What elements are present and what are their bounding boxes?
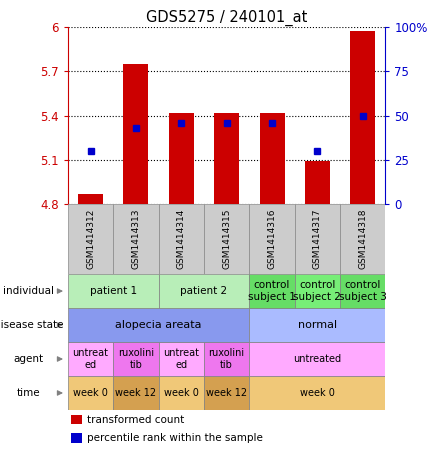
Text: week 0: week 0 [73,388,108,398]
Bar [350,31,375,204]
Bar [305,161,330,204]
Bar [204,376,249,410]
Bar [68,376,113,410]
Text: GSM1414314: GSM1414314 [177,209,186,269]
Bar [113,376,159,410]
Text: GSM1414313: GSM1414313 [131,209,141,269]
Bar [204,204,249,274]
Bar [159,342,204,376]
Bar [71,415,82,424]
Text: control
subject 2: control subject 2 [293,280,341,302]
Bar [68,342,113,376]
Text: week 12: week 12 [206,388,247,398]
Title: GDS5275 / 240101_at: GDS5275 / 240101_at [146,10,307,26]
Text: week 0: week 0 [300,388,335,398]
Text: transformed count: transformed count [87,414,184,424]
Bar [249,376,385,410]
Bar [169,113,194,204]
Bar [68,204,113,274]
Bar [71,434,82,443]
Bar [78,193,103,204]
Bar [295,204,340,274]
Text: agent: agent [14,354,43,364]
Bar [124,64,148,204]
Text: untreat
ed: untreat ed [163,348,199,370]
Bar [159,274,249,308]
Bar [340,274,385,308]
Text: disease state: disease state [0,320,63,330]
Bar [113,204,159,274]
Bar [249,274,295,308]
Text: untreat
ed: untreat ed [73,348,109,370]
Text: patient 1: patient 1 [90,286,137,296]
Text: time: time [17,388,40,398]
Bar [260,112,285,204]
Text: week 0: week 0 [164,388,199,398]
Bar [295,274,340,308]
Text: ruxolini
tib: ruxolini tib [208,348,245,370]
Bar [204,342,249,376]
Bar [159,204,204,274]
Text: percentile rank within the sample: percentile rank within the sample [87,433,263,443]
Text: patient 2: patient 2 [180,286,228,296]
Text: GSM1414312: GSM1414312 [86,209,95,269]
Text: control
subject 1: control subject 1 [248,280,296,302]
Text: untreated: untreated [293,354,342,364]
Text: ruxolini
tib: ruxolini tib [118,348,154,370]
Bar [214,113,239,204]
Text: GSM1414318: GSM1414318 [358,209,367,269]
Bar [340,204,385,274]
Text: GSM1414316: GSM1414316 [268,209,276,269]
Bar [249,342,385,376]
Bar [249,204,295,274]
Bar [113,342,159,376]
Text: GSM1414315: GSM1414315 [222,209,231,269]
Text: normal: normal [298,320,337,330]
Text: GSM1414317: GSM1414317 [313,209,322,269]
Text: week 12: week 12 [115,388,156,398]
Text: alopecia areata: alopecia areata [115,320,202,330]
Bar [68,308,249,342]
Text: control
subject 3: control subject 3 [339,280,387,302]
Text: individual: individual [3,286,54,296]
Bar [68,274,159,308]
Bar [249,308,385,342]
Bar [159,376,204,410]
